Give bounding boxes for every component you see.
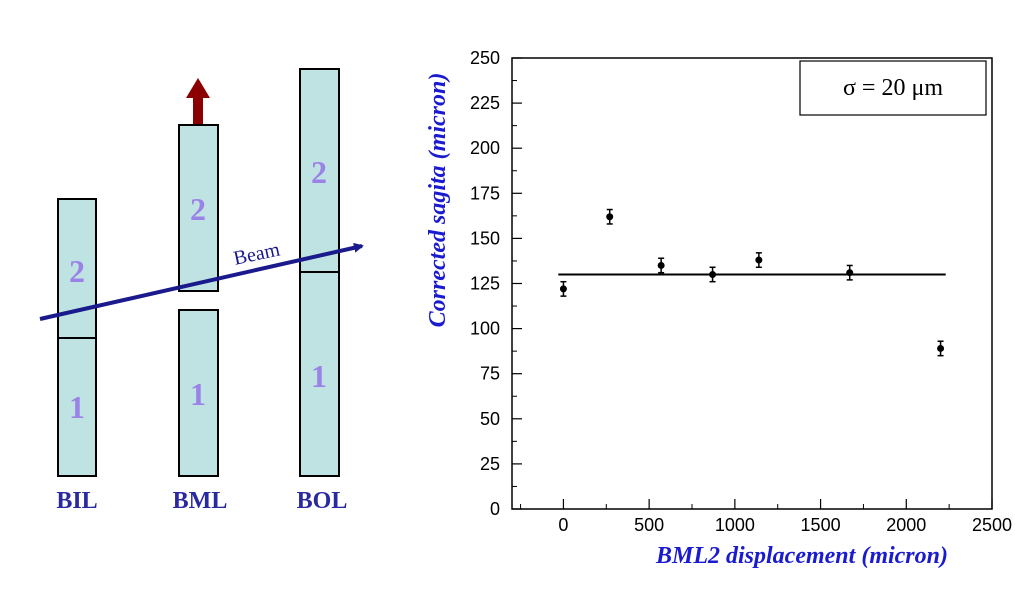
x-axis-title: BML2 displacement (micron): [655, 543, 948, 569]
y-tick-label: 125: [470, 274, 500, 294]
data-marker: [657, 261, 665, 269]
x-tick-label: 1000: [715, 515, 755, 535]
sagitta-chart: 0 25 50 75 100 125 150 175 200 225 250 0 500 1000 150…: [425, 48, 1012, 569]
y-tick-label: 100: [470, 319, 500, 339]
y-tick-label: 75: [480, 364, 500, 384]
chamber-bol: 2 1 BOL: [297, 68, 348, 514]
data-marker: [755, 256, 763, 264]
x-tick-label: 2500: [972, 515, 1012, 535]
data-marker: [937, 344, 945, 352]
y-axis-title: Corrected sagita (micron): [425, 73, 451, 328]
data-points: [559, 208, 945, 357]
data-marker: [709, 270, 717, 278]
chamber-bml-lower: [178, 309, 219, 477]
x-tick-label: 500: [634, 515, 664, 535]
bml-multilayer-2: 2: [190, 191, 206, 227]
y-tick-label: 225: [470, 93, 500, 113]
x-tick-label: 2000: [886, 515, 926, 535]
data-point: [606, 208, 614, 225]
data-point: [755, 252, 763, 269]
data-marker: [846, 269, 854, 277]
chamber-label-bol: BOL: [297, 488, 348, 514]
chamber-bml-upper: [178, 124, 219, 292]
y-tick-label: 50: [480, 409, 500, 429]
y-tick-label: 250: [470, 48, 500, 68]
y-tick-label: 25: [480, 454, 500, 474]
data-point: [709, 266, 717, 283]
bil-multilayer-2: 2: [69, 253, 85, 289]
data-point: [846, 264, 854, 281]
chamber-label-bml: BML: [173, 488, 228, 514]
y-tick-label: 150: [470, 228, 500, 248]
data-point: [657, 257, 665, 274]
chamber-bil: 2 1 BIL: [56, 198, 98, 514]
y-axis: 0 25 50 75 100 125 150 175 200 225 250: [470, 48, 522, 519]
x-axis: 0 500 1000 1500 2000 2500: [520, 499, 1012, 535]
chamber-diagram: 2 1 BIL 2 1 BML 2 1 BOL Beam: [39, 68, 364, 514]
legend-box: σ = 20 μm: [799, 60, 987, 116]
data-point: [937, 340, 945, 357]
x-tick-label: 0: [558, 515, 568, 535]
data-marker: [606, 213, 614, 221]
y-tick-label: 175: [470, 183, 500, 203]
plot-frame: [511, 57, 993, 510]
chamber-label-bil: BIL: [56, 488, 97, 514]
y-tick-label: 200: [470, 138, 500, 158]
data-marker: [559, 285, 567, 293]
bol-multilayer-2: 2: [311, 154, 327, 190]
bol-multilayer-1: 1: [311, 358, 327, 394]
data-point: [559, 280, 567, 297]
displacement-arrow-icon: [186, 78, 210, 124]
bil-multilayer-1: 1: [69, 389, 85, 425]
beam-line: [39, 242, 364, 321]
bml-multilayer-1: 1: [190, 376, 206, 412]
y-tick-label: 0: [490, 499, 500, 519]
x-tick-label: 1500: [801, 515, 841, 535]
legend-sigma-text: σ = 20 μm: [843, 75, 943, 101]
chamber-bml: 2 1 BML: [173, 78, 228, 514]
